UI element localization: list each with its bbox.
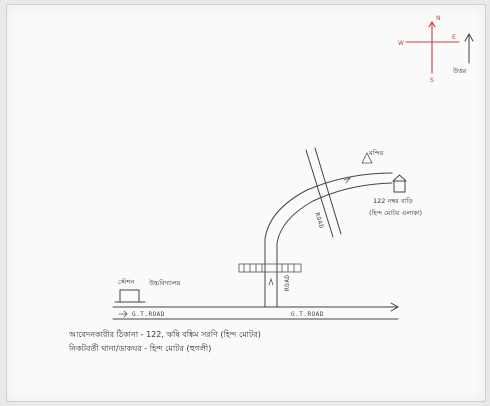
compass-south-label: S xyxy=(430,77,434,84)
footer-line-1: আবেদনকারীর ঠিকানা - 122, ঋষি বঙ্কিম সরণি… xyxy=(68,329,261,339)
gt-road-arrow-left-head xyxy=(123,310,128,318)
gt-road-label-left: G.T.ROAD xyxy=(132,311,165,318)
north-arrow-label: উত্তর xyxy=(452,66,467,75)
crossing-road-edge-left xyxy=(305,149,334,238)
branch-road-arrow-2 xyxy=(343,177,352,184)
branch-road-edge-left xyxy=(264,172,393,308)
culvert-strip xyxy=(238,263,302,273)
destination-roof xyxy=(392,174,407,182)
branch-road-label: ROAD xyxy=(284,275,291,291)
destination-marker: 122 নম্বর বাড়ি (হিন্দ মোটর এলাকা) xyxy=(369,174,422,217)
north-arrow-head xyxy=(464,32,474,42)
destination-label-line2: (হিন্দ মোটর এলাকা) xyxy=(369,208,422,217)
footer-notes: আবেদনকারীর ঠিকানা - 122, ঋষি বঙ্কিম সরণি… xyxy=(68,329,261,353)
temple-label: মন্দির xyxy=(368,149,384,157)
school-label-line2: উচ্চবিদ্যালয় xyxy=(148,278,182,287)
branch-road: ROAD xyxy=(238,172,393,308)
gt-road-arrow-right xyxy=(390,302,400,312)
destination-house-icon xyxy=(393,180,406,193)
north-arrow: উত্তর xyxy=(452,32,474,75)
footer-line-2: নিকটবর্তী থানা/ডাকঘর - হিন্দ মোটর (হুগলী… xyxy=(68,343,211,353)
school-building-icon xyxy=(119,289,140,303)
gt-road: G.T.ROAD G.T.ROAD xyxy=(112,302,400,320)
compass-north-arrowhead xyxy=(428,20,436,28)
school-marker: স্টেশন উচ্চবিদ্যালয় xyxy=(114,277,182,303)
branch-road-arrow-1 xyxy=(268,277,274,286)
crossing-road: ROAD xyxy=(305,147,342,238)
gt-road-label-right: G.T.ROAD xyxy=(291,311,324,318)
crossing-road-label: ROAD xyxy=(313,212,325,230)
compass-east-label: E xyxy=(452,34,456,41)
temple-icon xyxy=(361,152,373,164)
compass-west-label: W xyxy=(398,40,404,47)
crossing-road-edge-right xyxy=(314,147,342,235)
compass-rose: N E W S xyxy=(398,15,460,84)
school-label-line1: স্টেশন xyxy=(118,277,135,286)
branch-road-edge-right xyxy=(276,182,393,308)
map-sheet: N E W S উত্তর ROAD ROAD 122 নম্বর বাড়ি … xyxy=(6,4,486,402)
culvert-hatching xyxy=(243,263,295,273)
compass-north-label: N xyxy=(436,15,441,22)
destination-label-line1: 122 নম্বর বাড়ি xyxy=(373,197,414,205)
temple-marker: মন্দির xyxy=(361,149,384,164)
hand-drawn-map: N E W S উত্তর ROAD ROAD 122 নম্বর বাড়ি … xyxy=(68,15,474,353)
